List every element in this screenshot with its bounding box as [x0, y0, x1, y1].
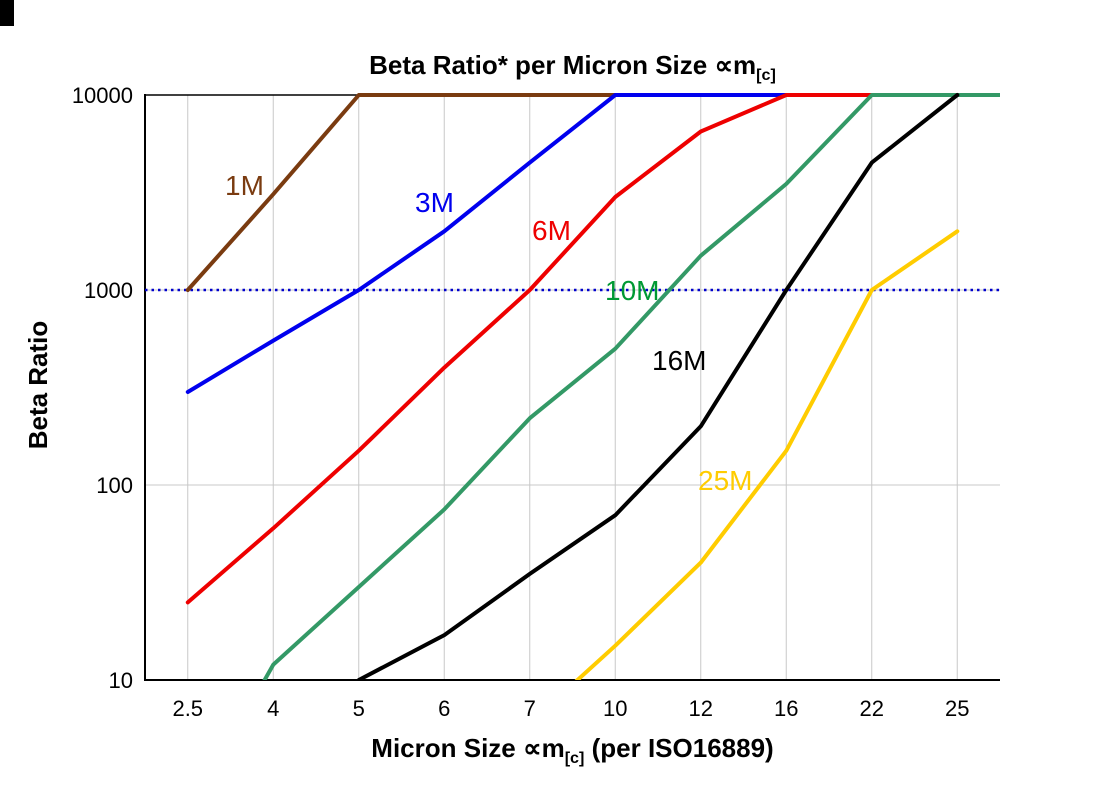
- corner-artifact: [0, 0, 14, 26]
- x-tick-label-22: 22: [860, 696, 884, 721]
- x-tick-label-6: 6: [438, 696, 450, 721]
- x-tick-label-16: 16: [774, 696, 798, 721]
- x-axis-title-post: (per ISO16889): [584, 733, 774, 763]
- chart-title-main: Beta Ratio* per Micron Size ∝m: [369, 50, 757, 80]
- series-line-6M: [185, 93, 1000, 605]
- x-axis-title-pre: Micron Size ∝m: [371, 733, 565, 763]
- x-tick-label-10: 10: [603, 696, 627, 721]
- series-line-10M: [262, 93, 1000, 680]
- x-axis-title: Micron Size ∝m[c] (per ISO16889): [145, 733, 1000, 768]
- y-tick-label-100: 100: [96, 473, 133, 498]
- series-label-25M: 25M: [698, 465, 752, 496]
- y-tick-label-1000: 1000: [84, 278, 133, 303]
- series-label-6M: 6M: [532, 215, 571, 246]
- x-tick-label-5: 5: [353, 696, 365, 721]
- series-label-3M: 3M: [415, 187, 454, 218]
- y-tick-label-10: 10: [109, 668, 133, 693]
- x-tick-label-25: 25: [945, 696, 969, 721]
- x-tick-label-7: 7: [524, 696, 536, 721]
- x-tick-label-2.5: 2.5: [172, 696, 203, 721]
- chart-title-subscript: [c]: [756, 66, 776, 85]
- series-line-25M: [574, 229, 960, 680]
- series-label-10M: 10M: [605, 275, 659, 306]
- series-line-16M: [356, 93, 960, 680]
- chart-title: Beta Ratio* per Micron Size ∝m[c]: [145, 50, 1000, 85]
- series-line-1M: [185, 93, 1000, 292]
- y-tick-label-10000: 10000: [72, 83, 133, 108]
- x-axis-title-subscript: [c]: [564, 749, 585, 768]
- x-tick-label-4: 4: [267, 696, 279, 721]
- series-label-1M: 1M: [225, 170, 264, 201]
- x-tick-label-12: 12: [689, 696, 713, 721]
- series-label-16M: 16M: [652, 345, 706, 376]
- series-line-3M: [185, 93, 1000, 394]
